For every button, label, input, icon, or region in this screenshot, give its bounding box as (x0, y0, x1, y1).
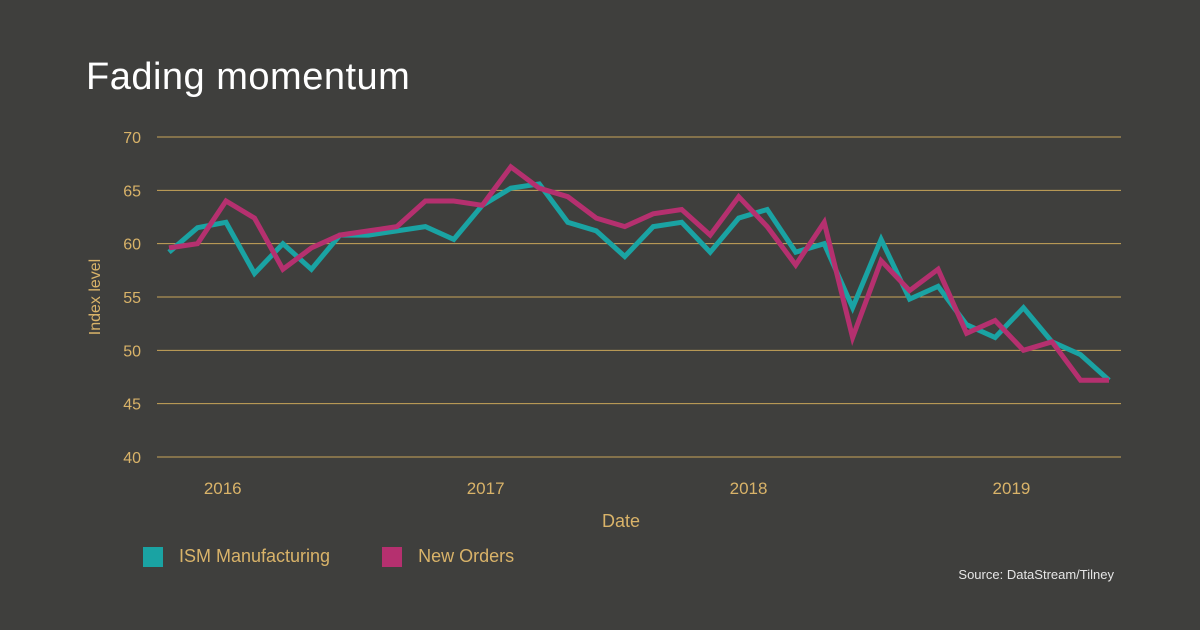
legend-swatch-ism (143, 546, 163, 567)
gridlines (157, 136, 1121, 458)
legend: ISM Manufacturing New Orders (143, 546, 566, 567)
x-tick-label-2016: 2016 (204, 479, 242, 498)
series-lines (167, 163, 1111, 383)
y-tick-label-70: 70 (123, 130, 141, 147)
legend-item-new-orders: New Orders (382, 546, 514, 567)
source-note: Source: DataStream/Tilney (958, 567, 1114, 582)
y-tick-label-50: 50 (123, 343, 141, 360)
legend-item-ism: ISM Manufacturing (143, 546, 330, 567)
series-line-new-orders (168, 163, 1109, 383)
x-axis-label: Date (602, 511, 640, 531)
y-tick-label-65: 65 (123, 183, 141, 200)
legend-swatch-new-orders (382, 546, 403, 567)
legend-label-new-orders: New Orders (418, 546, 515, 566)
x-tick-label-2017: 2017 (467, 479, 505, 498)
legend-label-ism: ISM Manufacturing (179, 546, 331, 566)
y-tick-label-60: 60 (123, 237, 141, 254)
y-axis-label: Index level (87, 259, 104, 336)
x-axis-ticks: 2016 2017 2018 2019 (204, 479, 1031, 498)
y-tick-label-40: 40 (123, 450, 141, 467)
chart-title: Fading momentum (86, 56, 411, 98)
x-tick-label-2019: 2019 (993, 479, 1031, 498)
y-axis-ticks: 40 45 50 55 60 65 70 (123, 130, 141, 467)
y-tick-label-55: 55 (123, 290, 141, 307)
y-tick-label-45: 45 (123, 397, 141, 414)
x-tick-label-2018: 2018 (730, 479, 768, 498)
